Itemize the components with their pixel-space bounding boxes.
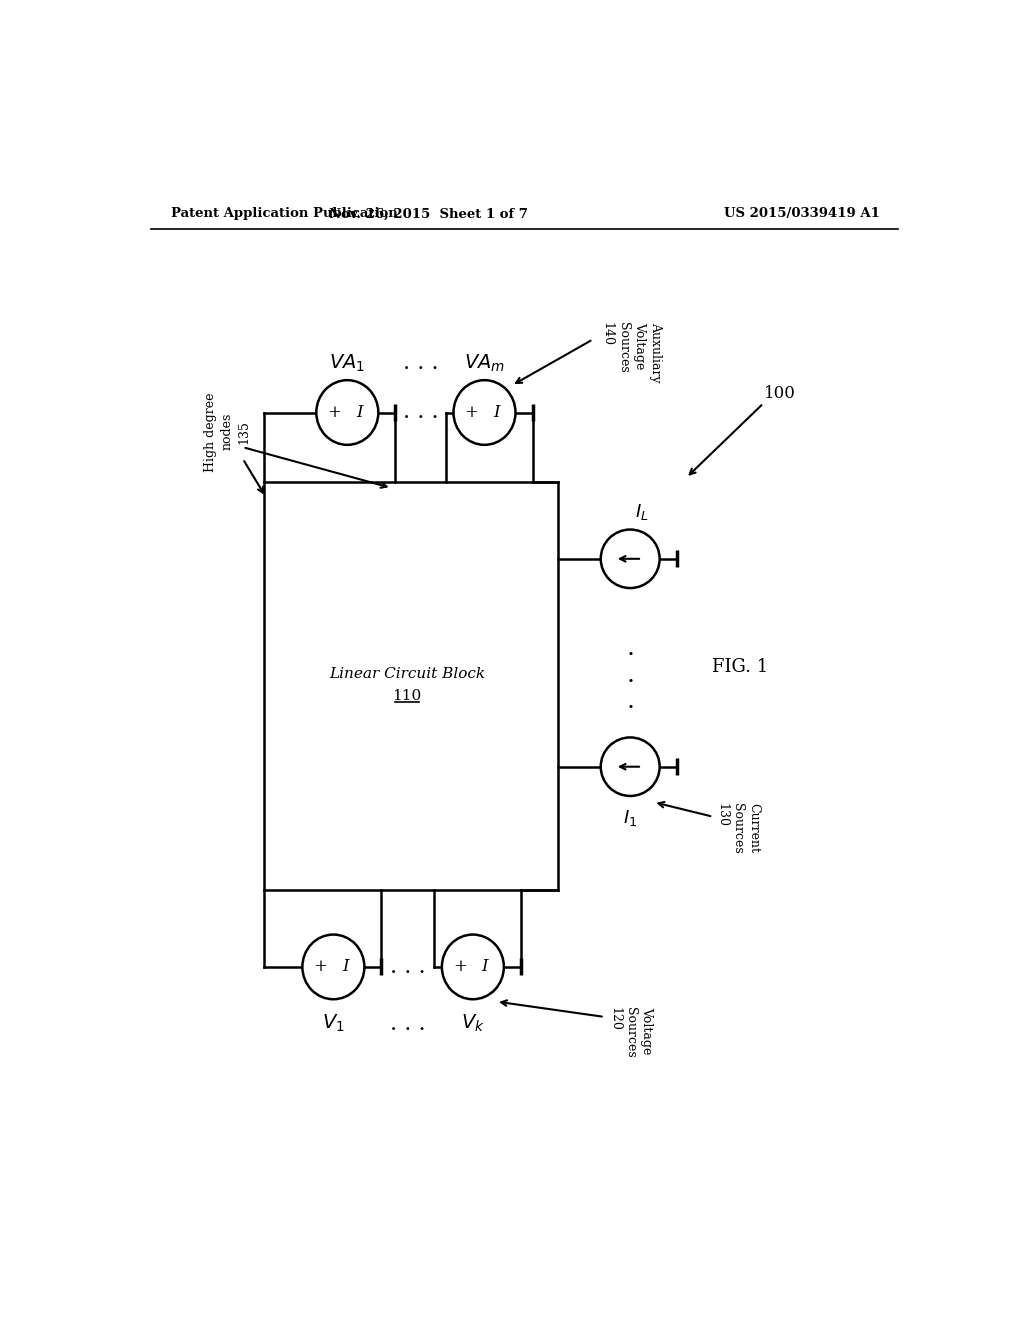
Text: . . .: . . . <box>402 401 438 424</box>
Text: I: I <box>493 404 500 421</box>
Text: Auxuliary
Voltage
Sources
140: Auxuliary Voltage Sources 140 <box>601 322 662 383</box>
Text: Current
Sources
130: Current Sources 130 <box>716 803 761 854</box>
Text: Patent Application Publication: Patent Application Publication <box>171 207 397 220</box>
Bar <box>263 482 558 890</box>
Text: $V_k$: $V_k$ <box>461 1014 484 1035</box>
Text: Nov. 26, 2015  Sheet 1 of 7: Nov. 26, 2015 Sheet 1 of 7 <box>330 207 528 220</box>
Text: ·: · <box>627 644 634 667</box>
Text: . . .: . . . <box>390 1014 426 1035</box>
Ellipse shape <box>302 935 365 999</box>
Text: $VA_m$: $VA_m$ <box>464 352 505 374</box>
Circle shape <box>601 529 659 589</box>
Text: 100: 100 <box>764 384 796 401</box>
Text: I: I <box>481 958 488 975</box>
Text: US 2015/0339419 A1: US 2015/0339419 A1 <box>724 207 881 220</box>
Ellipse shape <box>454 380 515 445</box>
Circle shape <box>601 738 659 796</box>
Text: $I_L$: $I_L$ <box>635 502 648 521</box>
Text: +: + <box>313 958 328 975</box>
Text: +: + <box>453 958 467 975</box>
Ellipse shape <box>316 380 378 445</box>
Text: 110: 110 <box>392 689 422 702</box>
Text: Voltage
Sources
120: Voltage Sources 120 <box>608 1007 653 1057</box>
Text: ·: · <box>627 671 634 693</box>
Text: +: + <box>328 404 341 421</box>
Ellipse shape <box>442 935 504 999</box>
Text: $VA_1$: $VA_1$ <box>330 352 366 374</box>
Text: ·: · <box>627 697 634 721</box>
Text: $I_1$: $I_1$ <box>624 808 637 828</box>
Text: . . .: . . . <box>402 352 438 374</box>
Text: +: + <box>465 404 478 421</box>
Text: I: I <box>355 404 362 421</box>
Text: I: I <box>342 958 348 975</box>
Text: High degree
nodes
135: High degree nodes 135 <box>204 392 251 471</box>
Text: $V_1$: $V_1$ <box>322 1014 345 1035</box>
Text: Linear Circuit Block: Linear Circuit Block <box>329 668 485 681</box>
Text: . . .: . . . <box>390 956 426 978</box>
Text: FIG. 1: FIG. 1 <box>712 657 768 676</box>
